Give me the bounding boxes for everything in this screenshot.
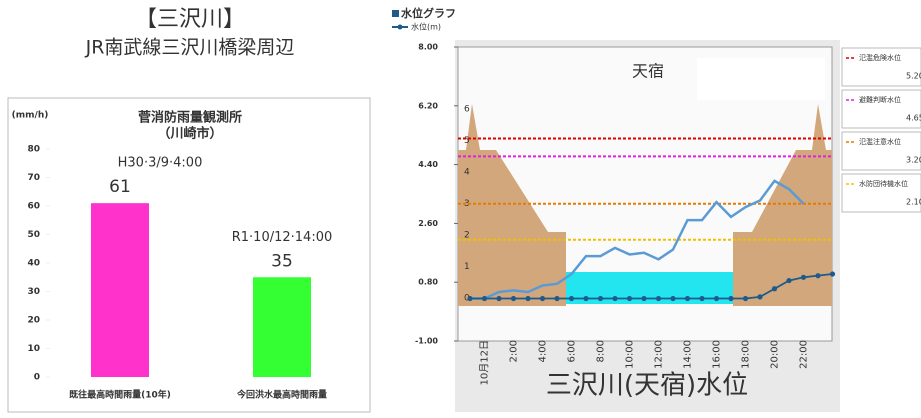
section-label: 1	[464, 262, 470, 272]
y-tick-label: 20	[27, 316, 40, 326]
point	[800, 274, 807, 280]
point	[597, 295, 604, 302]
section-label: 4	[464, 168, 470, 178]
threshold-name: 水防団待機水位	[859, 179, 908, 188]
x-tick-label: 14:00	[683, 340, 694, 369]
bar	[253, 277, 311, 377]
y-tick-label: 30	[27, 287, 40, 297]
point	[481, 295, 488, 302]
x-tick-label: 16:00	[712, 340, 723, 369]
threshold-box	[841, 131, 921, 171]
x-tick-label: 今回洪水最高時間雨量	[236, 389, 327, 401]
point	[684, 295, 691, 302]
section-label: 5	[464, 136, 470, 146]
section-label: 0	[464, 294, 470, 304]
y-tick-label: 0	[34, 373, 40, 383]
threshold-box	[841, 173, 921, 213]
point	[626, 295, 633, 302]
legend-box	[697, 58, 825, 100]
point	[771, 286, 778, 292]
y-axis-label: (mm/h)	[12, 111, 49, 121]
point	[742, 295, 749, 302]
x-tick-label: 4:00	[538, 340, 549, 362]
point	[583, 295, 589, 302]
threshold-name: 氾濫危険水位	[859, 53, 901, 62]
point	[510, 295, 517, 302]
y-tick-label: 70	[27, 173, 40, 183]
x-tick-label: 8:00	[596, 340, 607, 362]
y-tick-label: 50	[27, 230, 40, 240]
point	[568, 295, 575, 302]
threshold-name: 氾濫注意水位	[859, 137, 901, 146]
threshold-value: 5.20 m	[906, 72, 921, 81]
point	[496, 295, 502, 302]
x-tick-label: 12:00	[654, 340, 665, 369]
point	[612, 295, 618, 302]
y-tick-label: 40	[27, 259, 40, 269]
caption: 三沢川(天宿)水位	[546, 371, 748, 401]
legend-swatch	[397, 24, 403, 30]
section-label: 3	[464, 199, 470, 209]
x-tick-label: 20:00	[770, 340, 781, 369]
point	[699, 295, 705, 302]
bar-subtitle: （川崎市）	[157, 126, 222, 142]
threshold-value: 3.20 m	[906, 156, 921, 165]
section-label: 6	[464, 105, 470, 115]
x-tick-label: 18:00	[741, 340, 752, 369]
page-title: 【三沢川】	[135, 7, 245, 32]
bar-title: 菅消防雨量観測所	[138, 110, 242, 126]
point	[655, 295, 662, 302]
threshold-box	[841, 47, 921, 87]
y-tick-label: 0.80	[418, 278, 438, 287]
x-tick-label: 10月12日	[479, 340, 491, 385]
station-label: 天宿	[632, 62, 664, 81]
data-label: 61	[109, 177, 131, 197]
y-tick-label: 4.40	[418, 160, 438, 169]
point	[641, 295, 647, 302]
point	[757, 294, 763, 300]
point	[525, 295, 531, 302]
x-tick-label: 6:00	[567, 340, 578, 362]
point	[670, 295, 676, 302]
title-bullet	[392, 10, 399, 17]
y-tick-label: 80	[27, 145, 40, 155]
x-tick-label: 10:00	[625, 340, 636, 369]
river-bank	[458, 104, 566, 306]
bar	[91, 203, 149, 377]
x-tick-label: 既往最高時間雨量(10年)	[69, 389, 171, 401]
threshold-box	[841, 89, 921, 129]
y-tick-label: -1.00	[415, 337, 438, 346]
y-tick-label: 8.00	[418, 43, 438, 52]
y-tick-label: 60	[27, 202, 40, 212]
bar-panel	[7, 97, 371, 413]
point	[713, 295, 720, 302]
annotation: H30·3/9·4:00	[118, 156, 203, 171]
point	[786, 277, 792, 284]
point	[829, 271, 836, 277]
y-tick-label: 10	[27, 344, 40, 354]
section-label: 2	[464, 231, 470, 241]
river-bank	[733, 104, 832, 306]
threshold-value: 2.10 m	[906, 198, 921, 207]
threshold-value: 4.65 m	[906, 114, 921, 123]
point	[554, 295, 560, 302]
point	[467, 295, 473, 302]
y-tick-label: 2.60	[418, 219, 438, 228]
x-tick-label: 2:00	[509, 340, 520, 362]
series-line	[470, 179, 805, 300]
line-title: 水位グラフ	[401, 6, 456, 20]
point	[539, 295, 546, 302]
annotation: R1·10/12·14:00	[232, 230, 333, 245]
threshold-name: 避難判断水位	[859, 95, 901, 104]
point	[815, 273, 821, 279]
point	[728, 295, 734, 302]
page-subtitle: JR南武線三沢川橋梁周辺	[85, 37, 295, 59]
x-tick-label: 22:00	[799, 340, 810, 369]
line-chart: -1.00 0.80 2.60 4.40 6.20 8.00 6 5 4 3 2 1 0 氾濫危険水位 5.…	[415, 43, 921, 385]
y-tick-label: 6.20	[418, 101, 438, 110]
legend-label: 水位(m)	[411, 22, 441, 32]
data-label: 35	[271, 251, 293, 271]
